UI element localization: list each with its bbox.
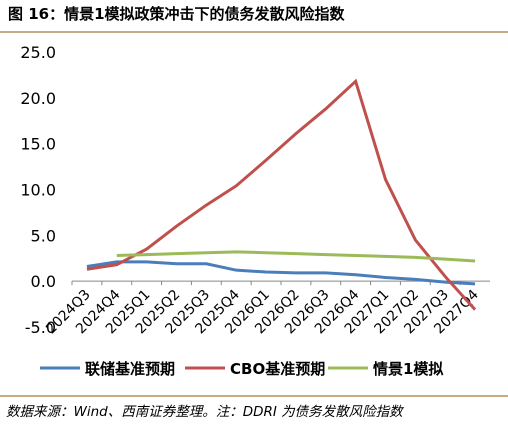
legend-label: CBO基准预期 <box>230 360 325 378</box>
y-tick-label: 15.0 <box>20 135 56 154</box>
y-tick-label: 25.0 <box>20 43 56 62</box>
y-tick-label: 10.0 <box>20 181 56 200</box>
chart-title: 图 16：情景1模拟政策冲击下的债务发散风险指数 <box>8 5 346 23</box>
series-line <box>86 78 477 311</box>
y-tick-label: -5.0 <box>25 318 56 337</box>
source-note: 数据来源：Wind、西南证券整理。注：DDRI 为债务发散风险指数 <box>6 404 404 420</box>
series-line <box>86 260 476 286</box>
y-tick-label: 5.0 <box>31 226 56 245</box>
legend-label: 联储基准预期 <box>85 360 175 378</box>
series-line <box>116 250 476 263</box>
y-tick-label: 0.0 <box>31 272 56 291</box>
legend-label: 情景1模拟 <box>373 360 443 378</box>
y-tick-label: 20.0 <box>20 89 56 108</box>
